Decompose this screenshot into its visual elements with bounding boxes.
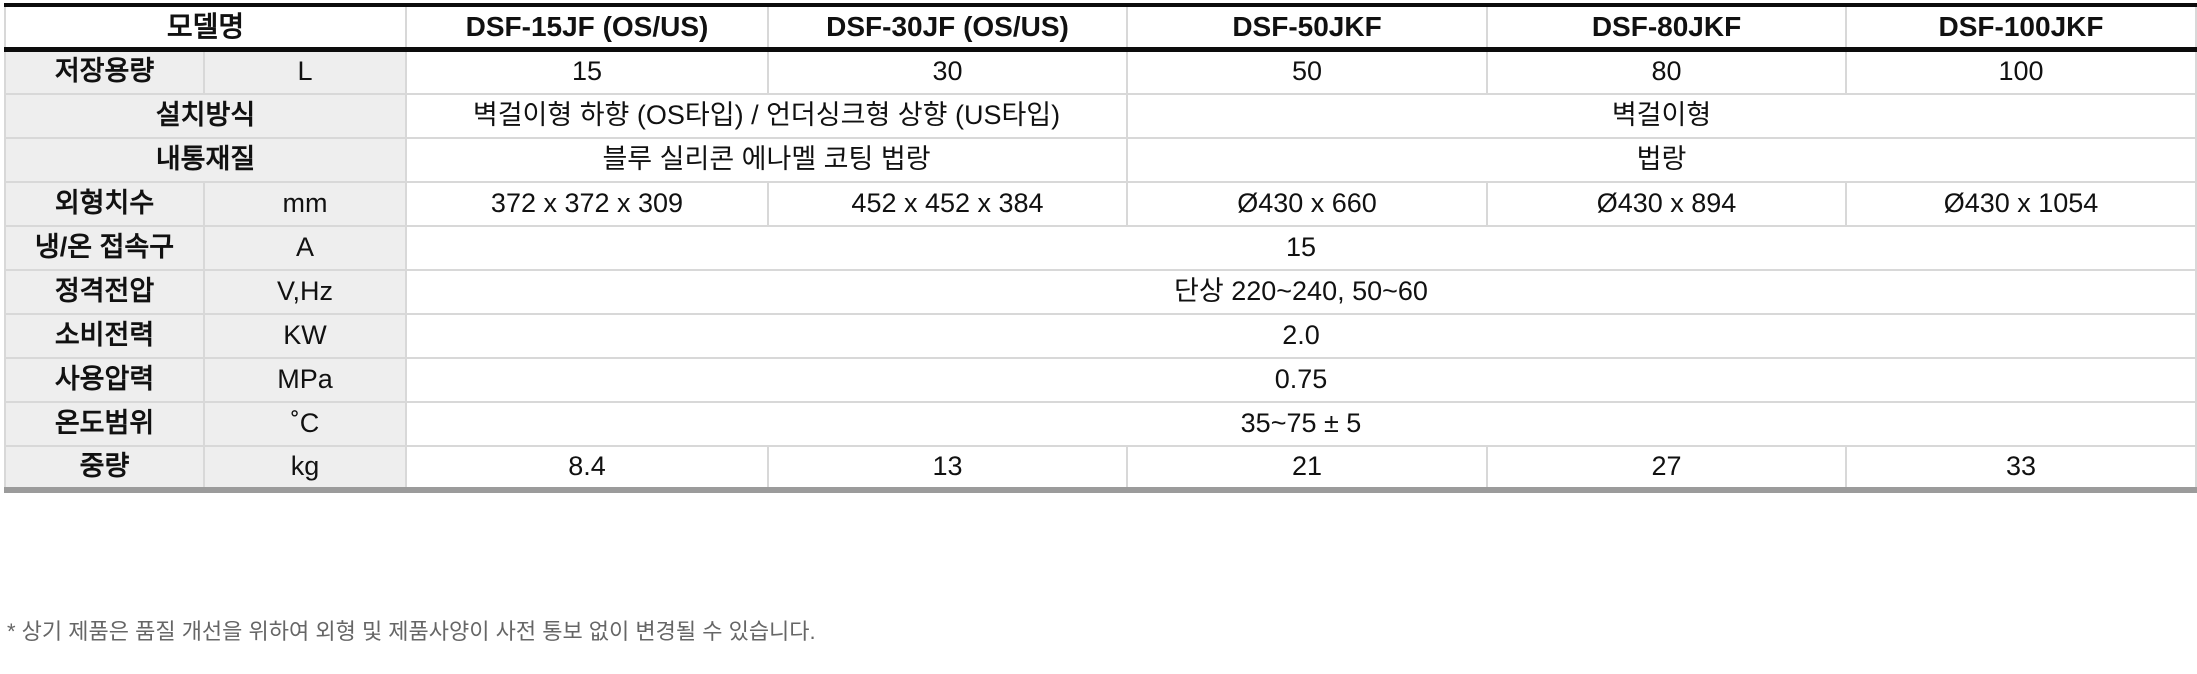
row-voltage: 정격전압 V,Hz 단상 220~240, 50~60 bbox=[4, 268, 2197, 315]
install-value-left: 벽걸이형 하향 (OS타입) / 언더싱크형 상향 (US타입) bbox=[405, 92, 1128, 139]
header-model-dsf-50jkf: DSF-50JKF bbox=[1126, 3, 1488, 52]
row-tank-material: 내통재질 블루 실리콘 에나멜 코팅 법랑 법랑 bbox=[4, 136, 2197, 183]
capacity-value-3: 80 bbox=[1486, 48, 1847, 95]
dimensions-value-1: 452 x 452 x 384 bbox=[767, 180, 1128, 227]
row-dimensions: 외형치수 mm 372 x 372 x 309 452 x 452 x 384 … bbox=[4, 180, 2197, 227]
row-power-label: 소비전력 bbox=[4, 312, 205, 359]
header-model-label: 모델명 bbox=[4, 3, 407, 52]
dimensions-value-3: Ø430 x 894 bbox=[1486, 180, 1847, 227]
disclaimer-note: * 상기 제품은 품질 개선을 위하여 외형 및 제품사양이 사전 통보 없이 … bbox=[7, 619, 816, 644]
row-connection-unit: A bbox=[203, 224, 407, 271]
row-connection-label: 냉/온 접속구 bbox=[4, 224, 205, 271]
tank-value-right: 법랑 bbox=[1126, 136, 2197, 183]
weight-value-2: 21 bbox=[1126, 444, 1488, 493]
row-voltage-unit: V,Hz bbox=[203, 268, 407, 315]
install-value-right: 벽걸이형 bbox=[1126, 92, 2197, 139]
row-dimensions-unit: mm bbox=[203, 180, 407, 227]
header-row: 모델명 DSF-15JF (OS/US) DSF-30JF (OS/US) DS… bbox=[4, 3, 2197, 52]
weight-value-3: 27 bbox=[1486, 444, 1847, 493]
capacity-value-1: 30 bbox=[767, 48, 1128, 95]
row-dimensions-label: 외형치수 bbox=[4, 180, 205, 227]
temperature-value: 35~75 ± 5 bbox=[405, 400, 2197, 447]
header-model-dsf-30jf: DSF-30JF (OS/US) bbox=[767, 3, 1128, 52]
row-pressure-label: 사용압력 bbox=[4, 356, 205, 403]
header-model-dsf-100jkf: DSF-100JKF bbox=[1845, 3, 2197, 52]
row-tank-label: 내통재질 bbox=[4, 136, 407, 183]
pressure-value: 0.75 bbox=[405, 356, 2197, 403]
row-temperature-unit: ˚C bbox=[203, 400, 407, 447]
capacity-value-4: 100 bbox=[1845, 48, 2197, 95]
weight-value-4: 33 bbox=[1845, 444, 2197, 493]
row-install-type: 설치방식 벽걸이형 하향 (OS타입) / 언더싱크형 상향 (US타입) 벽걸… bbox=[4, 92, 2197, 139]
row-install-label: 설치방식 bbox=[4, 92, 407, 139]
row-pressure-unit: MPa bbox=[203, 356, 407, 403]
row-weight-label: 중량 bbox=[4, 444, 205, 493]
dimensions-value-0: 372 x 372 x 309 bbox=[405, 180, 769, 227]
product-spec-table: 모델명 DSF-15JF (OS/US) DSF-30JF (OS/US) DS… bbox=[4, 3, 2197, 493]
row-voltage-label: 정격전압 bbox=[4, 268, 205, 315]
header-model-dsf-80jkf: DSF-80JKF bbox=[1486, 3, 1847, 52]
row-power: 소비전력 KW 2.0 bbox=[4, 312, 2197, 359]
row-weight: 중량 kg 8.4 13 21 27 33 bbox=[4, 444, 2197, 493]
capacity-value-2: 50 bbox=[1126, 48, 1488, 95]
weight-value-0: 8.4 bbox=[405, 444, 769, 493]
row-temperature-label: 온도범위 bbox=[4, 400, 205, 447]
dimensions-value-2: Ø430 x 660 bbox=[1126, 180, 1488, 227]
weight-value-1: 13 bbox=[767, 444, 1128, 493]
power-value: 2.0 bbox=[405, 312, 2197, 359]
voltage-value: 단상 220~240, 50~60 bbox=[405, 268, 2197, 315]
row-power-unit: KW bbox=[203, 312, 407, 359]
row-capacity-unit: L bbox=[203, 48, 407, 95]
header-model-dsf-15jf: DSF-15JF (OS/US) bbox=[405, 3, 769, 52]
row-temperature: 온도범위 ˚C 35~75 ± 5 bbox=[4, 400, 2197, 447]
row-connection: 냉/온 접속구 A 15 bbox=[4, 224, 2197, 271]
capacity-value-0: 15 bbox=[405, 48, 769, 95]
row-capacity-label: 저장용량 bbox=[4, 48, 205, 95]
connection-value: 15 bbox=[405, 224, 2197, 271]
row-weight-unit: kg bbox=[203, 444, 407, 493]
tank-value-left: 블루 실리콘 에나멜 코팅 법랑 bbox=[405, 136, 1128, 183]
row-capacity: 저장용량 L 15 30 50 80 100 bbox=[4, 48, 2197, 95]
dimensions-value-4: Ø430 x 1054 bbox=[1845, 180, 2197, 227]
row-pressure: 사용압력 MPa 0.75 bbox=[4, 356, 2197, 403]
